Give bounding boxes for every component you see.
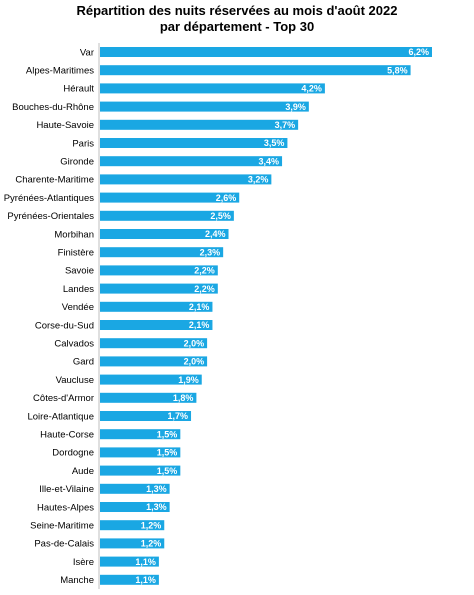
bar xyxy=(100,520,165,531)
bar xyxy=(100,356,208,367)
bar xyxy=(100,320,213,330)
bar xyxy=(100,429,181,440)
category-tick-label: Haute-Corse xyxy=(40,430,94,441)
bar xyxy=(100,119,299,130)
data-label: 2,0% xyxy=(184,338,205,348)
chart-title: Répartition des nuits réservées au mois … xyxy=(76,3,398,18)
data-label: 2,2% xyxy=(194,284,215,294)
bar xyxy=(100,338,208,349)
bar xyxy=(100,265,218,276)
data-label: 3,2% xyxy=(248,175,269,185)
data-label: 1,9% xyxy=(178,375,199,385)
category-tick-label: Isère xyxy=(73,557,94,568)
data-label: 1,1% xyxy=(135,557,156,567)
category-tick-label: Pas-de-Calais xyxy=(34,539,94,550)
data-label: 1,3% xyxy=(146,502,167,512)
category-tick-label: Vaucluse xyxy=(56,375,94,386)
bar xyxy=(100,174,272,185)
bar xyxy=(100,502,170,512)
data-label: 3,7% xyxy=(275,120,296,130)
data-label: 1,2% xyxy=(141,520,162,530)
bar xyxy=(100,392,197,403)
data-label: 5,8% xyxy=(387,65,408,75)
bar xyxy=(100,83,325,94)
category-tick-label: Haute-Savoie xyxy=(36,120,94,131)
bar xyxy=(100,247,224,258)
category-tick-label: Hautes-Alpes xyxy=(37,502,94,513)
category-tick-label: Morbihan xyxy=(54,229,94,240)
data-label: 1,5% xyxy=(157,429,178,439)
category-tick-label: Ille-et-Vilaine xyxy=(39,484,94,495)
bar xyxy=(100,229,229,239)
plot-area: Var 6,2% Alpes-Maritimes 5,8% Hérault 4,2% Bou… xyxy=(4,43,432,589)
data-label: 3,5% xyxy=(264,138,285,148)
bar xyxy=(100,47,432,57)
data-label: 3,9% xyxy=(285,102,306,112)
bar xyxy=(100,101,309,112)
bar xyxy=(100,210,234,221)
data-label: 2,1% xyxy=(189,320,210,330)
bar xyxy=(100,447,181,458)
category-tick-label: Loire-Atlantique xyxy=(27,411,94,422)
category-tick-label: Var xyxy=(80,47,94,58)
category-tick-label: Hérault xyxy=(63,84,94,95)
data-label: 2,3% xyxy=(200,247,221,257)
category-tick-label: Vendée xyxy=(62,302,94,313)
data-label: 1,7% xyxy=(168,411,189,421)
bar xyxy=(100,156,283,167)
category-tick-label: Finistère xyxy=(58,248,94,259)
data-label: 1,5% xyxy=(157,466,178,476)
category-tick-label: Pyrénées-Orientales xyxy=(7,211,94,222)
category-tick-label: Corse-du-Sud xyxy=(35,320,94,331)
category-tick-label: Seine-Maritime xyxy=(30,521,94,532)
category-tick-label: Dordogne xyxy=(52,448,94,459)
data-label: 2,0% xyxy=(184,357,205,367)
category-tick-label: Calvados xyxy=(54,339,94,350)
data-label: 6,2% xyxy=(408,47,429,57)
category-tick-label: Gironde xyxy=(60,157,94,168)
category-tick-label: Landes xyxy=(63,284,94,295)
category-tick-label: Charente-Maritime xyxy=(15,175,94,186)
category-tick-label: Paris xyxy=(72,138,94,149)
data-label: 1,8% xyxy=(173,393,194,403)
data-label: 2,6% xyxy=(216,193,237,203)
category-tick-label: Côtes-d'Armor xyxy=(33,393,94,404)
bar xyxy=(100,374,202,385)
bar xyxy=(100,538,165,549)
bar xyxy=(100,192,240,203)
bar xyxy=(100,556,159,567)
category-tick-label: Manche xyxy=(60,575,94,586)
category-tick-label: Pyrénées-Atlantiques xyxy=(4,193,95,204)
bar xyxy=(100,138,288,148)
bar xyxy=(100,483,170,494)
data-label: 4,2% xyxy=(301,84,322,94)
bar xyxy=(100,65,411,76)
bar xyxy=(100,411,192,421)
chart-subtitle: par département - Top 30 xyxy=(159,19,315,34)
data-label: 1,2% xyxy=(141,539,162,549)
data-label: 2,1% xyxy=(189,302,210,312)
bar xyxy=(100,283,218,294)
data-label: 2,2% xyxy=(194,266,215,276)
data-label: 2,5% xyxy=(210,211,231,221)
data-label: 1,3% xyxy=(146,484,167,494)
category-tick-label: Alpes-Maritimes xyxy=(26,66,94,77)
category-tick-label: Gard xyxy=(73,357,94,368)
data-label: 3,4% xyxy=(259,156,280,166)
bar xyxy=(100,301,213,312)
bar xyxy=(100,465,181,476)
category-tick-label: Aude xyxy=(72,466,94,477)
data-label: 2,4% xyxy=(205,229,226,239)
data-label: 1,5% xyxy=(157,448,178,458)
category-tick-label: Savoie xyxy=(65,266,94,277)
bar xyxy=(100,574,159,585)
category-tick-label: Bouches-du-Rhône xyxy=(12,102,94,113)
data-label: 1,1% xyxy=(135,575,156,585)
